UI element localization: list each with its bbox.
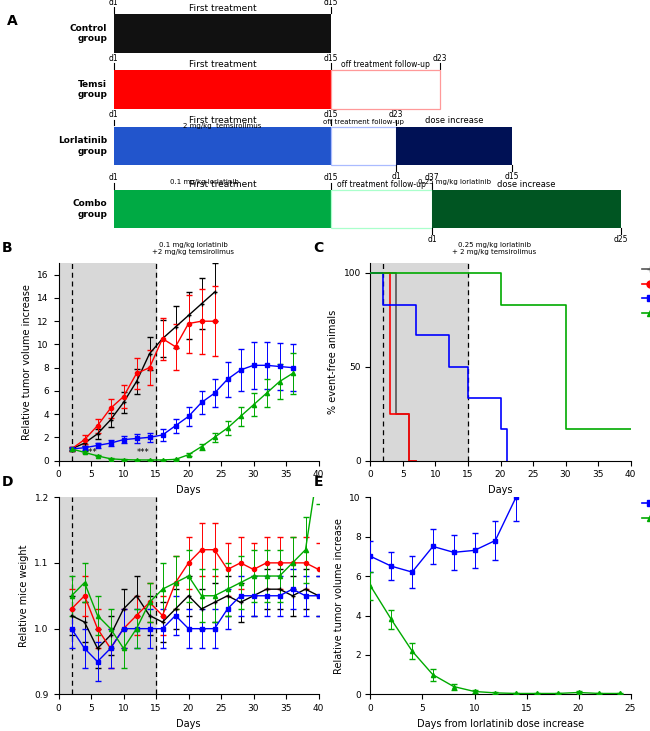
Text: Lorlatinib
group: Lorlatinib group [58,136,107,156]
Bar [331,126,396,165]
Bar [396,126,512,165]
Text: First treatment: First treatment [188,60,256,69]
Bar [114,70,331,109]
Text: Control
group: Control group [70,24,107,43]
X-axis label: Days: Days [488,485,513,495]
Text: ***: *** [84,448,98,457]
Text: dose increase: dose increase [497,180,556,189]
Text: D: D [1,475,13,489]
X-axis label: Days: Days [176,485,201,495]
Text: dose increase: dose increase [425,116,484,126]
Bar [58,497,156,694]
Text: 0.25 mg/kg lorlatinib
+ 2 mg/kg temsirolimus: 0.25 mg/kg lorlatinib + 2 mg/kg temsirol… [452,243,536,255]
Bar [370,263,468,461]
Text: 0.1 mg/kg lorlatinib: 0.1 mg/kg lorlatinib [170,179,239,185]
Text: d15: d15 [324,173,338,182]
Text: B: B [1,241,12,255]
Legend: Vehicle, Temsirolimus [2mg/kg], Lorlatinib [0.1 mg/kg], Combo: Vehicle, Temsirolimus [2mg/kg], Lorlatin… [640,264,650,319]
Bar [114,126,331,165]
Bar [432,190,621,228]
Y-axis label: % event-free animals: % event-free animals [328,310,338,414]
Bar [114,190,331,228]
Y-axis label: Relative mice weight: Relative mice weight [19,545,29,647]
Text: d1: d1 [428,235,437,244]
Text: First treatment: First treatment [188,4,256,13]
Text: d37: d37 [425,173,440,182]
Text: 2 mg/kg  temsirolimus: 2 mg/kg temsirolimus [183,123,261,129]
Text: d15: d15 [324,110,338,119]
Text: d15: d15 [324,54,338,63]
Text: off treatment follow-up: off treatment follow-up [341,60,430,69]
Bar [58,263,156,461]
Text: 0.1 mg/kg lorlatinib
+2 mg/kg temsirolimus: 0.1 mg/kg lorlatinib +2 mg/kg temsirolim… [152,243,235,255]
Legend: Lorlatinib [0.25mg/kg], Combo [0.25mg/kg + 2mg/kg]: Lorlatinib [0.25mg/kg], Combo [0.25mg/kg… [640,498,650,525]
Text: First treatment: First treatment [188,116,256,126]
Bar [331,190,432,228]
Text: d25: d25 [614,235,628,244]
Text: d1: d1 [391,172,401,181]
Text: 0.25 mg/kg lorlatinib: 0.25 mg/kg lorlatinib [418,179,491,185]
Text: Temsi
group: Temsi group [77,80,107,99]
X-axis label: Days: Days [176,719,201,729]
Y-axis label: Relative tumor volume increase: Relative tumor volume increase [333,518,344,674]
Text: d1: d1 [109,173,118,182]
Text: Combo
group: Combo group [73,200,107,219]
Text: d23: d23 [432,54,447,63]
Text: E: E [313,475,323,489]
Text: d1: d1 [109,0,118,7]
Text: First treatment: First treatment [188,180,256,189]
Text: d1: d1 [109,110,118,119]
Text: C: C [313,241,324,255]
Bar [114,15,331,53]
Y-axis label: Relative tumor volume increase: Relative tumor volume increase [21,284,32,440]
Bar [331,70,439,109]
X-axis label: Days from lorlatinib dose increase: Days from lorlatinib dose increase [417,719,584,729]
Text: off treatment follow-up: off treatment follow-up [337,180,426,189]
Text: d15: d15 [324,0,338,7]
Text: d23: d23 [389,110,404,119]
Text: ***: *** [136,448,150,457]
Text: off treatment follow-up: off treatment follow-up [323,119,404,126]
Text: d15: d15 [505,172,519,181]
Text: d1: d1 [109,54,118,63]
Text: A: A [6,15,18,29]
